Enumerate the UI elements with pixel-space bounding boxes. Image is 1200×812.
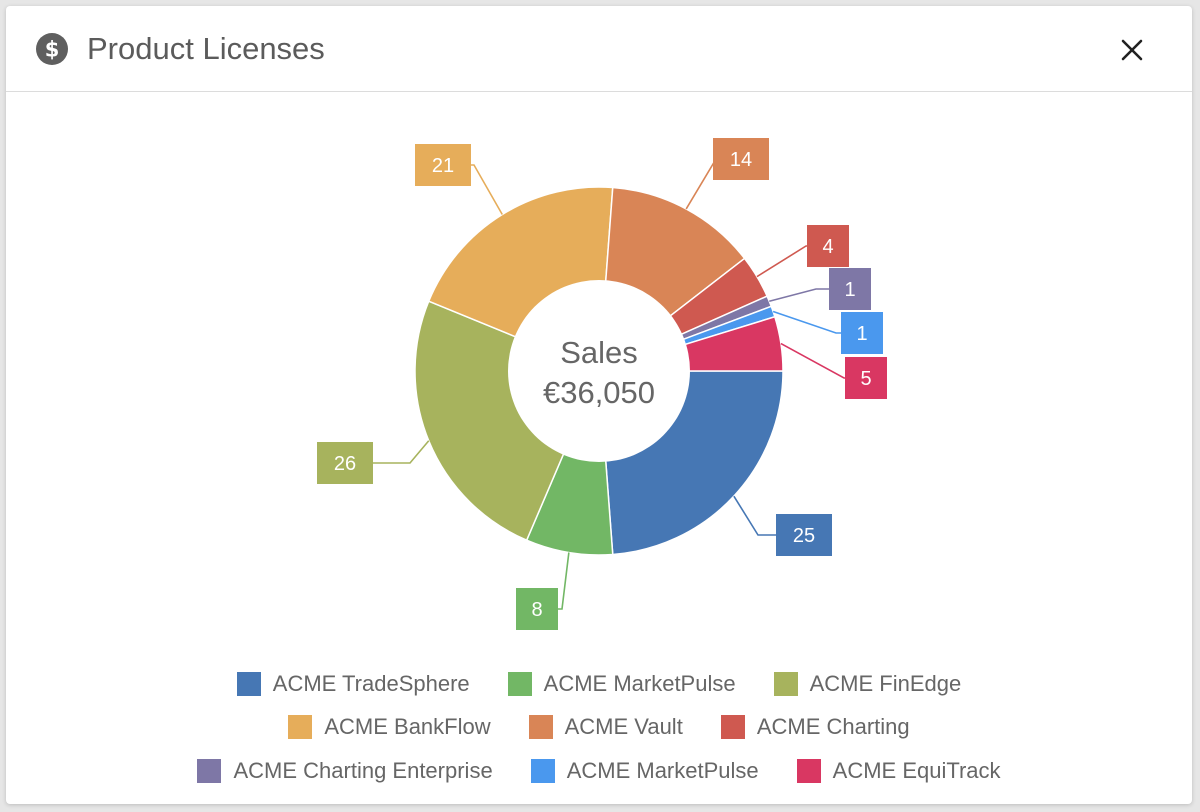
legend-label: ACME Charting Enterprise [233,757,493,783]
data-label-box [415,144,471,186]
data-label-box [516,588,558,630]
legend-swatch [528,715,553,740]
leader-line [373,440,430,464]
legend-swatch [530,758,555,783]
leader-line [756,245,807,278]
legend-row: ACME Charting Enterprise ACME MarketPuls… [6,749,1192,793]
legend-item[interactable]: ACME EquiTrack [796,757,1001,784]
data-label: 1 [844,279,855,301]
svg-text:$: $ [45,38,60,62]
legend-item[interactable]: ACME Vault [528,714,683,740]
legend-swatch [236,671,261,696]
legend-label: ACME EquiTrack [832,757,1001,783]
legend-label: ACME MarketPulse [543,670,736,696]
data-label-box [776,514,832,556]
chart-legend: ACME TradeSphere ACME MarketPulse ACME F… [6,662,1192,793]
page-title: Product Licenses [87,31,325,66]
center-label-value: €36,050 [543,375,655,410]
legend-label: ACME TradeSphere [272,670,470,696]
legend-swatch [773,671,798,696]
dollar-circle-icon: $ [36,33,68,65]
legend-swatch [720,715,745,740]
legend-swatch [288,715,313,740]
leader-line [769,288,829,302]
data-label: 1 [856,323,867,345]
legend-label: ACME Vault [564,714,683,740]
data-label-box [841,312,883,354]
data-label: 4 [822,236,833,258]
leader-line [733,495,776,536]
data-label: 25 [793,525,815,547]
label-leaders [373,158,845,610]
legend-label: ACME Charting [756,714,910,740]
legend-swatch [507,671,532,696]
legend-item[interactable]: ACME FinEdge [773,670,962,697]
legend-row: ACME TradeSphere ACME MarketPulse ACME F… [6,662,1192,706]
legend-item[interactable]: ACME BankFlow [288,714,491,740]
legend-item[interactable]: ACME TradeSphere [236,670,470,697]
center-label-title: Sales [560,335,638,370]
leader-line [772,310,841,334]
legend-swatch [197,758,222,783]
leader-line [685,158,718,210]
card-header: $ Product Licenses [6,6,1192,92]
legend-item[interactable]: ACME Charting [720,714,910,740]
legend-swatch [796,758,821,783]
legend-item[interactable]: ACME Charting Enterprise [197,757,493,784]
data-label: 26 [334,453,356,475]
data-label-box [845,357,887,399]
leader-line [780,342,845,379]
legend-label: ACME FinEdge [809,670,962,696]
legend-row: ACME BankFlow ACME Vault ACME Charting [6,706,1192,750]
data-label-box [713,138,769,180]
legend-label: ACME MarketPulse [566,757,759,783]
legend-label: ACME BankFlow [324,714,491,740]
data-label: 5 [860,368,871,390]
legend-item[interactable]: ACME MarketPulse [507,670,736,697]
close-icon[interactable] [1112,30,1152,70]
data-label-box [807,225,849,267]
leader-line [558,552,570,610]
data-label: 14 [730,149,752,171]
data-label: 21 [432,155,454,177]
data-label-box [317,442,373,484]
product-licenses-card: $ Product Licenses 25 8 26 21 14 4 1 1 5 Sales €… [6,6,1192,804]
donut-hole [508,280,690,462]
leader-line [471,164,503,215]
data-label: 8 [531,599,542,621]
legend-item[interactable]: ACME MarketPulse [530,757,759,784]
data-label-box [829,268,871,310]
